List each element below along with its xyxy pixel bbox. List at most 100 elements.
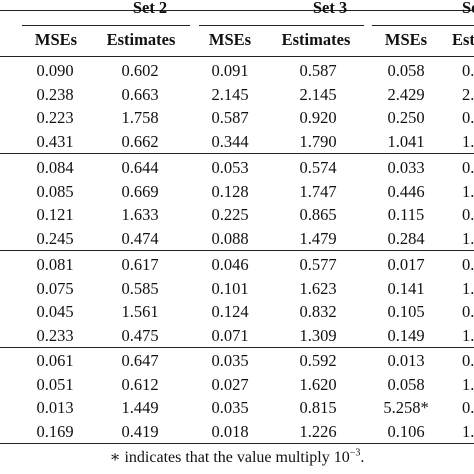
table-cell: 0.101	[211, 278, 249, 298]
table-cell: 0.075	[36, 278, 74, 298]
table-cell: 0.071	[211, 325, 249, 345]
table-cell: 0.141	[387, 278, 425, 298]
table-cell: 1.2	[462, 421, 474, 441]
table-cell: 0.669	[121, 181, 159, 201]
table-cell: 1.3	[462, 325, 474, 345]
table-cell: 0.035	[211, 351, 249, 370]
table-cell: 0.013	[36, 398, 74, 417]
table-cell: 0.084	[36, 158, 74, 177]
table-cell: 0.920	[299, 108, 337, 127]
footnote-text: ∗ indicates that the value multiply 10	[109, 449, 350, 466]
table-cell: 1.7	[462, 181, 474, 201]
table-cell: 1.790	[299, 131, 337, 151]
table-cell: 0.058	[387, 374, 425, 394]
table-cell: 2.145	[299, 84, 337, 104]
table-cell: 0.081	[36, 255, 74, 274]
set-label: Set 4	[462, 0, 474, 17]
top-rule	[0, 10, 474, 11]
set-label: Set 2	[132, 0, 168, 17]
footnote: ∗ indicates that the value multiply 10−3…	[0, 447, 474, 467]
group-rule	[0, 250, 474, 251]
table-cell: 0.344	[211, 131, 249, 151]
table-cell: 0.431	[36, 131, 74, 151]
table-cell: 1.620	[299, 374, 337, 394]
table-cell: 0.225	[211, 205, 249, 224]
group-rule	[0, 153, 474, 154]
table-cell: 0.238	[36, 84, 74, 104]
table-cell: 0.085	[36, 181, 74, 201]
bottom-rule	[0, 443, 474, 444]
table-cell: 0.018	[211, 421, 249, 441]
table-cell: 0.058	[387, 61, 425, 80]
table-cell: 0.5	[462, 158, 474, 177]
table-cell: 1.479	[299, 228, 337, 248]
table-cell: 0.587	[299, 61, 337, 80]
table-cell: 0.419	[121, 421, 159, 441]
table-cell: 0.592	[299, 351, 337, 370]
table-cell: 1.226	[299, 421, 337, 441]
table-cell: 0.8	[462, 302, 474, 321]
table-cell: 0.5	[462, 255, 474, 274]
table-cell: 0.647	[121, 351, 159, 370]
table-cell: 0.865	[299, 205, 337, 224]
table-cell: 0.121	[36, 205, 74, 224]
table-cell: 2.429	[387, 84, 425, 104]
group-rule	[0, 347, 474, 348]
table-cell: 0.169	[36, 421, 74, 441]
table-cell: 0.5	[462, 351, 474, 370]
table-cell: 1.561	[121, 302, 159, 321]
footnote-exponent: −3	[349, 447, 361, 459]
header-rule	[0, 56, 474, 57]
column-header: Estimates	[281, 30, 351, 49]
table-cell: 0.027	[211, 374, 249, 394]
table-cell: 0.9	[462, 108, 474, 127]
table-cell: 0.475	[121, 325, 159, 345]
table-cell: 0.223	[36, 108, 74, 127]
table-cell: 0.013	[387, 351, 425, 370]
table-cell: 1.6	[462, 278, 474, 298]
table-cell: 0.815	[299, 398, 337, 417]
column-header: MSEs	[208, 30, 252, 49]
table-cell: 1.041	[387, 131, 425, 151]
column-header: Estimates	[452, 30, 474, 49]
table-cell: 0.577	[299, 255, 337, 274]
table-cell: 1.758	[121, 108, 159, 127]
table-cell: 0.017	[387, 255, 425, 274]
table-cell: 0.053	[211, 158, 249, 177]
table-cell: 0.105	[387, 302, 425, 321]
table-cell: 1.6	[462, 374, 474, 394]
table-cell: 0.662	[121, 131, 159, 151]
table-cell: 0.233	[36, 325, 74, 345]
table-cell: 1.623	[299, 278, 337, 298]
table-cell: 0.128	[211, 181, 249, 201]
table-cell: 0.091	[211, 61, 249, 80]
column-header: MSEs	[384, 30, 428, 49]
table-cell: 5.258*	[383, 398, 429, 417]
table-cell: 0.6	[462, 61, 474, 80]
table-cell: 0.106	[387, 421, 425, 441]
table-cell: 0.587	[211, 108, 249, 127]
table-cell: 1.4	[462, 228, 474, 248]
table-cell: 0.574	[299, 158, 337, 177]
table-cell: 2.145	[211, 84, 249, 104]
table-cell: 0.033	[387, 158, 425, 177]
table-cell: 0.090	[36, 61, 74, 80]
table-cell: 0.644	[121, 158, 159, 177]
table-cell: 0.602	[121, 61, 159, 80]
table-cell: 0.035	[211, 398, 249, 417]
table-cell: 0.8	[462, 398, 474, 417]
table-cell: 0.585	[121, 278, 159, 298]
table-cell: 0.284	[387, 228, 425, 248]
table-cell: 1.747	[299, 181, 337, 201]
table-cell: 0.115	[387, 205, 425, 224]
table-cell: 0.250	[387, 108, 425, 127]
table-cell: 0.045	[36, 302, 74, 321]
table-cell: 0.149	[387, 325, 425, 345]
table-cell: 0.046	[211, 255, 249, 274]
column-header: MSEs	[34, 30, 78, 49]
table-cell: 0.088	[211, 228, 249, 248]
table-cell: 0.663	[121, 84, 159, 104]
table-cell: 0.124	[211, 302, 249, 321]
set-3-underline	[199, 25, 364, 26]
